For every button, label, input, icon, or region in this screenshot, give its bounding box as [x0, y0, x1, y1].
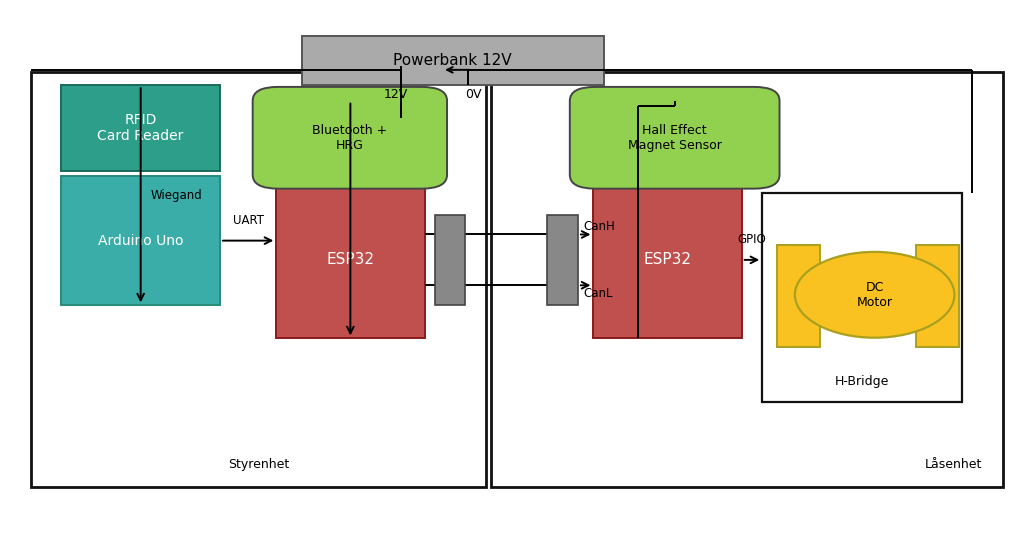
- Text: UART: UART: [232, 214, 264, 227]
- FancyBboxPatch shape: [253, 87, 447, 189]
- FancyBboxPatch shape: [777, 245, 820, 346]
- Text: CanH: CanH: [583, 219, 615, 233]
- FancyBboxPatch shape: [570, 87, 780, 189]
- Text: 12V: 12V: [384, 88, 408, 101]
- FancyBboxPatch shape: [31, 72, 486, 487]
- Circle shape: [795, 252, 954, 338]
- FancyBboxPatch shape: [276, 182, 425, 338]
- Text: GPIO: GPIO: [738, 233, 766, 246]
- Text: Arduino Uno: Arduino Uno: [98, 234, 183, 248]
- Text: DC
Motor: DC Motor: [856, 281, 893, 309]
- Text: Bluetooth +
HRG: Bluetooth + HRG: [312, 124, 388, 152]
- FancyBboxPatch shape: [435, 214, 465, 305]
- Text: Låsenhet: Låsenhet: [925, 458, 982, 471]
- Text: ESP32: ESP32: [643, 252, 692, 267]
- Text: Powerbank 12V: Powerbank 12V: [394, 53, 512, 68]
- FancyBboxPatch shape: [491, 72, 1003, 487]
- FancyBboxPatch shape: [547, 214, 578, 305]
- FancyBboxPatch shape: [61, 85, 220, 170]
- Text: H-Bridge: H-Bridge: [835, 375, 889, 388]
- FancyBboxPatch shape: [302, 36, 604, 85]
- Text: Hall Effect
Magnet Sensor: Hall Effect Magnet Sensor: [628, 124, 721, 152]
- Text: Styrenhet: Styrenhet: [228, 458, 288, 471]
- FancyBboxPatch shape: [61, 176, 220, 305]
- FancyBboxPatch shape: [916, 245, 959, 346]
- FancyBboxPatch shape: [762, 192, 962, 402]
- Text: CanL: CanL: [583, 287, 613, 300]
- Text: 0V: 0V: [464, 88, 481, 101]
- Text: Wiegand: Wiegand: [151, 189, 203, 202]
- FancyBboxPatch shape: [593, 182, 742, 338]
- Text: RFID
Card Reader: RFID Card Reader: [97, 113, 184, 143]
- Text: ESP32: ESP32: [326, 252, 374, 267]
